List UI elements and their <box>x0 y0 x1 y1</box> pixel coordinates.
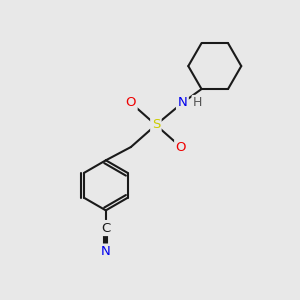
Text: S: S <box>152 118 160 131</box>
Text: N: N <box>178 96 187 110</box>
Text: H: H <box>193 96 202 110</box>
Text: O: O <box>126 96 136 110</box>
Text: N: N <box>101 245 111 258</box>
Text: O: O <box>176 141 186 154</box>
Text: C: C <box>101 221 110 235</box>
